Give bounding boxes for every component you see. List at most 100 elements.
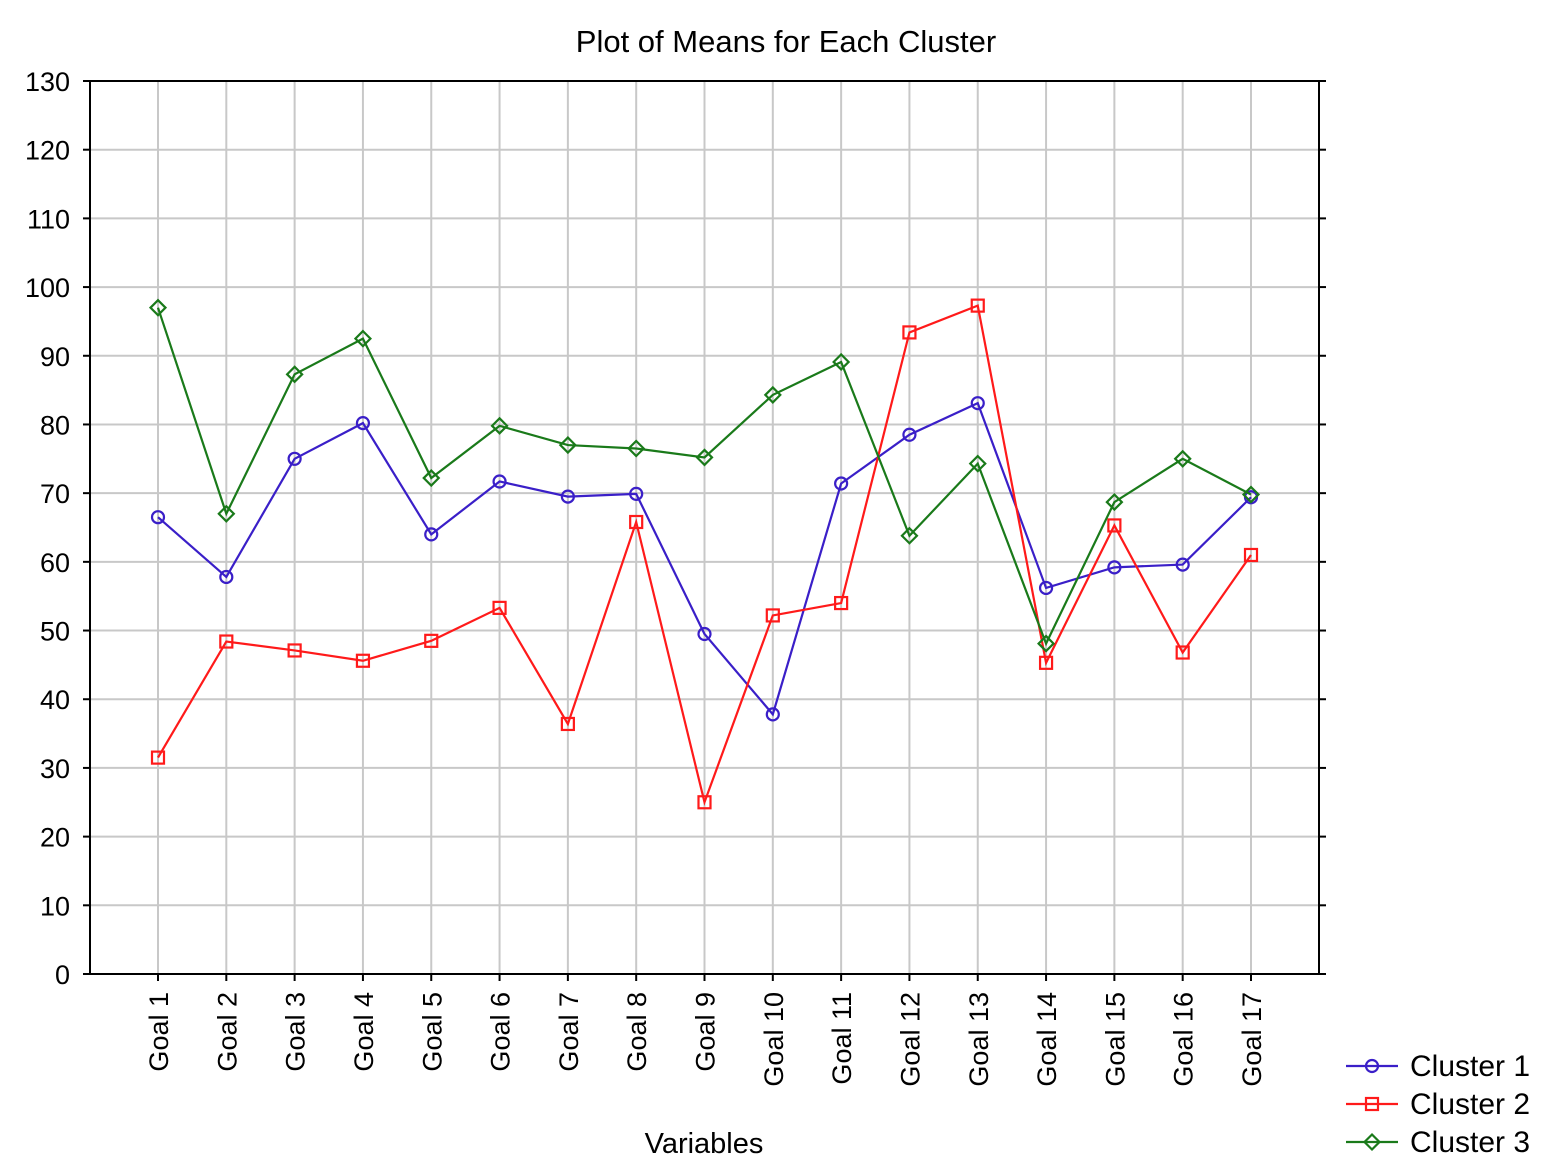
data-point <box>492 600 507 615</box>
data-point <box>695 448 714 467</box>
data-point <box>832 352 851 372</box>
data-point <box>834 476 849 491</box>
series-line <box>157 401 1252 717</box>
data-point <box>490 416 509 435</box>
data-point <box>902 427 917 442</box>
data-point <box>697 626 712 642</box>
data-point <box>1038 655 1054 670</box>
legend: Cluster 1 Cluster 2 Cluster 3 <box>1346 1050 1530 1159</box>
data-point <box>424 527 439 542</box>
data-point <box>970 298 985 313</box>
data-point <box>627 439 646 458</box>
x-tick-label: Goal 16 <box>1169 992 1199 1087</box>
x-tick-label: Goal 10 <box>759 992 789 1087</box>
y-tick-label: 0 <box>55 960 70 990</box>
data-point <box>1038 580 1054 596</box>
y-axis: 0 10 20 30 40 50 60 70 80 90 100 110 120 130 <box>25 67 1326 990</box>
x-tick-label: Goal 15 <box>1100 992 1130 1087</box>
data-point <box>287 451 302 466</box>
legend-item-cluster-3: Cluster 3 <box>1346 1126 1530 1159</box>
data-point <box>1105 493 1124 512</box>
x-axis-label: Variables <box>645 1128 764 1160</box>
data-point <box>355 653 371 668</box>
y-tick-label: 110 <box>27 204 70 234</box>
x-tick-label: Goal 4 <box>349 992 379 1072</box>
data-point <box>697 795 712 810</box>
legend-item-cluster-2: Cluster 2 <box>1346 1088 1530 1121</box>
y-tick-label: 50 <box>40 617 70 647</box>
data-point <box>900 526 919 545</box>
y-tick-label: 10 <box>40 891 70 921</box>
data-point <box>217 504 236 523</box>
data-point <box>1175 645 1190 660</box>
series-layer <box>148 298 1261 810</box>
data-point <box>558 436 577 455</box>
data-point <box>1175 557 1190 572</box>
series-cluster-3 <box>148 298 1261 653</box>
data-point <box>968 454 987 473</box>
series-line <box>156 307 1252 647</box>
y-tick-label: 60 <box>40 548 70 578</box>
x-tick-label: Goal 2 <box>212 992 242 1072</box>
data-point <box>492 474 507 489</box>
legend-label: Cluster 1 <box>1410 1050 1530 1083</box>
series-line <box>157 304 1252 807</box>
x-tick-label: Goal 3 <box>281 992 311 1072</box>
x-tick-label: Goal 6 <box>486 992 516 1072</box>
x-axis: Goal 1 Goal 2 Goal 3 Goal 4 Goal 5 Goal 6 Goal… <box>144 974 1267 1087</box>
x-tick-label: Goal 17 <box>1237 992 1267 1087</box>
data-point <box>353 329 372 348</box>
chart-title: Plot of Means for Each Cluster <box>576 24 996 59</box>
data-point <box>355 415 371 431</box>
data-point <box>150 510 166 525</box>
data-point <box>150 750 166 765</box>
legend-label: Cluster 2 <box>1410 1088 1530 1121</box>
y-tick-label: 80 <box>40 410 70 440</box>
data-point <box>1173 449 1192 468</box>
data-point <box>629 514 644 530</box>
data-point <box>1243 547 1259 563</box>
legend-item-cluster-1: Cluster 1 <box>1346 1050 1530 1083</box>
legend-label: Cluster 3 <box>1410 1126 1530 1159</box>
y-tick-label: 30 <box>40 754 70 784</box>
y-tick-label: 40 <box>40 685 70 715</box>
data-point <box>765 707 780 722</box>
x-tick-label: Goal 13 <box>964 992 994 1087</box>
data-point <box>1107 560 1122 575</box>
x-tick-label: Goal 12 <box>895 992 925 1087</box>
data-point <box>285 365 304 384</box>
data-point <box>422 468 441 488</box>
series-cluster-1 <box>150 396 1259 722</box>
data-point <box>970 396 985 411</box>
data-point <box>763 385 782 404</box>
x-tick-label: Goal 14 <box>1032 992 1062 1087</box>
x-tick-label: Goal 11 <box>827 992 857 1085</box>
data-point <box>834 595 849 611</box>
x-tick-label: Goal 7 <box>554 992 584 1072</box>
legend-swatch-marker <box>1364 1058 1380 1074</box>
x-tick-label: Goal 8 <box>622 992 652 1072</box>
x-tick-label: Goal 9 <box>691 992 721 1072</box>
data-point <box>560 489 575 504</box>
data-point <box>219 569 234 585</box>
legend-swatch-marker <box>1362 1132 1382 1152</box>
data-point <box>219 634 234 649</box>
y-tick-label: 90 <box>40 342 70 372</box>
x-tick-label: Goal 5 <box>417 992 447 1072</box>
y-tick-label: 100 <box>25 273 70 303</box>
y-tick-label: 120 <box>25 136 70 166</box>
grid-lines <box>90 81 1319 974</box>
x-tick-label: Goal 1 <box>144 992 174 1072</box>
data-point <box>1107 518 1122 533</box>
y-tick-label: 70 <box>40 479 70 509</box>
y-tick-label: 130 <box>25 67 70 97</box>
data-point <box>148 298 168 317</box>
data-point <box>902 325 917 340</box>
data-point <box>560 716 575 732</box>
data-point <box>287 643 302 658</box>
data-point <box>1037 634 1056 653</box>
series-cluster-2 <box>150 298 1259 810</box>
legend-swatch-marker <box>1364 1096 1380 1112</box>
data-point <box>1241 485 1261 504</box>
